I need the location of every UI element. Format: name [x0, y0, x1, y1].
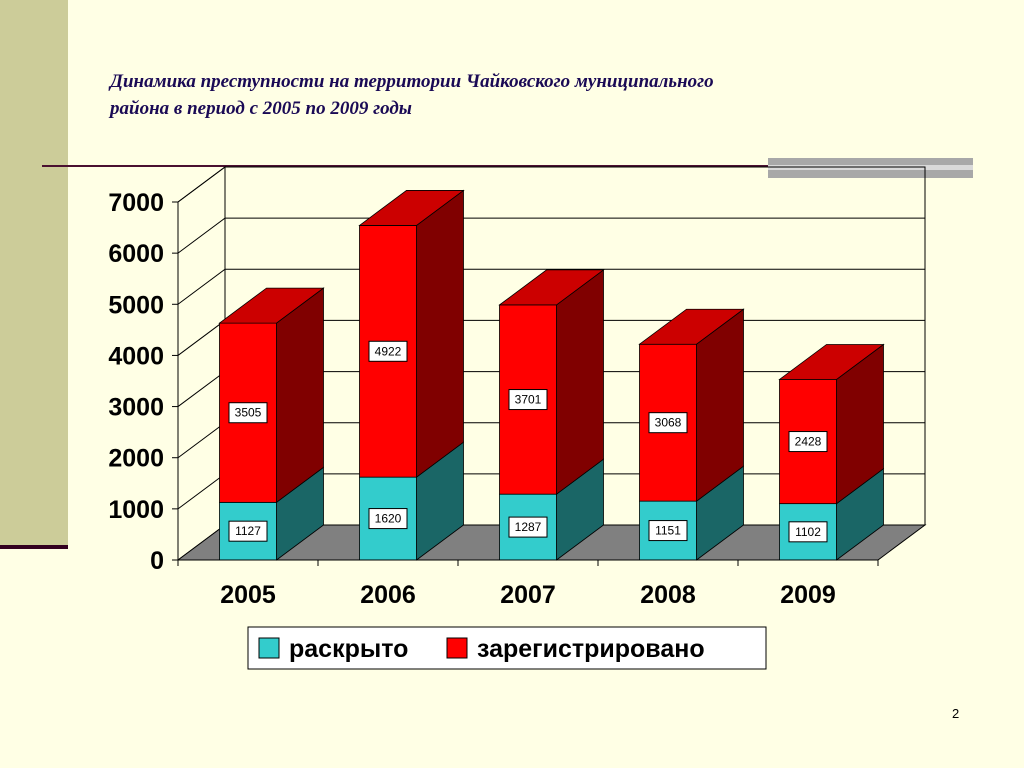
bar-top-2005	[218, 287, 325, 324]
data-labels: 1127 3505 1620 4922 1287 3701 1151 3068 1102 2428	[228, 340, 828, 543]
bar-2005	[218, 287, 325, 561]
label-registered-2006-text: 4922	[375, 344, 402, 358]
label-solved-2009: 1102	[788, 521, 828, 543]
legend-swatch-registered	[446, 637, 468, 659]
label-solved-2007-text: 1287	[515, 520, 542, 534]
left-decor-bar	[0, 545, 68, 549]
y-tick-label-2000: 2000	[108, 445, 164, 473]
label-solved-2006: 1620	[368, 508, 408, 530]
bar-registered-side-2006	[416, 189, 464, 478]
title-divider	[42, 165, 972, 167]
page-number: 2	[952, 706, 960, 721]
label-registered-2008: 3068	[648, 412, 688, 434]
bar-registered-side-2005	[276, 287, 324, 504]
y-tick-label-1000: 1000	[108, 496, 164, 524]
x-axis: 2005 2006 2007 2008 2009	[177, 559, 879, 609]
bar-registered-side-2007	[556, 269, 604, 495]
label-registered-2008-text: 3068	[655, 416, 682, 430]
y-tick-label-5000: 5000	[108, 291, 164, 319]
label-registered-2007-text: 3701	[515, 393, 542, 407]
label-solved-2005: 1127	[228, 520, 268, 542]
label-registered-2009-text: 2428	[795, 435, 822, 449]
label-solved-2007: 1287	[508, 516, 548, 538]
bar-top-2006	[358, 190, 465, 226]
label-registered-2006: 4922	[368, 340, 408, 362]
label-solved-2009-text: 1102	[795, 525, 821, 539]
y-tick-label-0: 0	[150, 547, 164, 575]
legend: раскрыто зарегистрировано	[247, 626, 767, 670]
legend-swatch-solved	[258, 637, 280, 659]
legend-label-solved: раскрыто	[289, 635, 408, 663]
y-tick-label-4000: 4000	[108, 342, 164, 370]
left-decor-band	[0, 0, 68, 548]
chart-bars	[218, 189, 885, 561]
bar-2006	[358, 189, 465, 561]
y-tick-label-7000: 7000	[108, 189, 164, 217]
legend-box	[247, 626, 767, 670]
label-solved-2005-text: 1127	[235, 524, 261, 538]
x-tick-label-2006: 2006	[360, 581, 416, 609]
gridline-6000	[177, 217, 925, 254]
legend-label-registered: зарегистрировано	[477, 635, 705, 663]
x-tick-label-2008: 2008	[640, 581, 696, 609]
label-registered-2005: 3505	[228, 402, 268, 424]
slide-title-line-1: Динамика преступности на территории Чайк…	[110, 71, 714, 92]
gridline-5000	[177, 268, 925, 305]
x-tick-label-2009: 2009	[780, 581, 836, 609]
label-solved-2008: 1151	[648, 520, 688, 542]
bar-2007	[498, 269, 605, 561]
x-tick-label-2005: 2005	[220, 581, 276, 609]
label-solved-2008-text: 1151	[655, 524, 681, 538]
x-tick-label-2007: 2007	[500, 581, 556, 609]
label-registered-2007: 3701	[508, 389, 548, 411]
y-tick-label-6000: 6000	[108, 240, 164, 268]
slide-title-line-2: района в период с 2005 по 2009 годы	[110, 98, 412, 119]
gridline-7000	[177, 166, 925, 203]
bar-top-2008	[638, 308, 745, 345]
label-registered-2005-text: 3505	[235, 406, 262, 420]
slide-title: Динамика преступности на территории Чайк…	[110, 68, 930, 122]
bar-top-2007	[498, 269, 605, 306]
y-tick-label-3000: 3000	[108, 394, 164, 422]
y-axis: 0 1000 2000 3000 4000 5000 6000 7000	[108, 189, 179, 575]
label-solved-2006-text: 1620	[375, 512, 402, 526]
side-wall	[177, 166, 226, 561]
label-registered-2009: 2428	[788, 431, 828, 453]
bar-2008	[638, 308, 745, 561]
bar-top-2009	[778, 344, 885, 380]
